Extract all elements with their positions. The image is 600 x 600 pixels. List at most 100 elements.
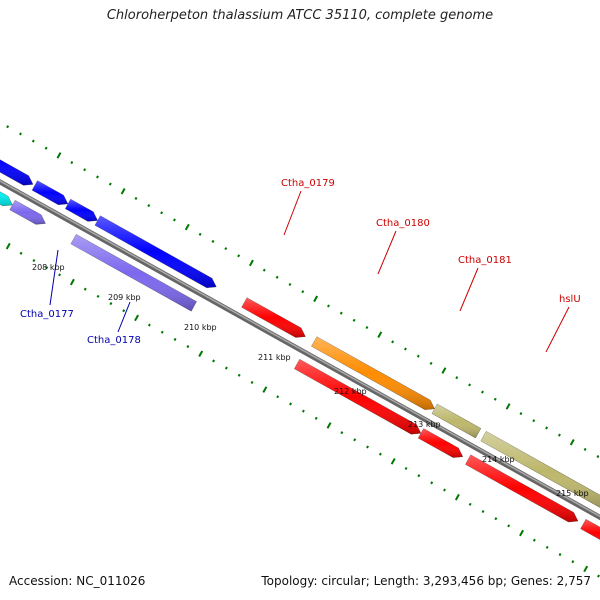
kbp-label: 210 kbp	[184, 323, 217, 332]
lower-tick	[519, 529, 524, 537]
upper-tick	[455, 376, 459, 380]
upper-tick	[237, 254, 241, 258]
lower-tick	[212, 359, 216, 363]
upper-tick	[160, 211, 164, 215]
upper-tick	[545, 426, 549, 430]
lower-tick	[198, 350, 204, 358]
upper-tick	[108, 182, 112, 186]
upper-tick	[313, 295, 319, 303]
upper-tick	[147, 204, 151, 208]
upper-tick	[31, 139, 35, 143]
upper-tick	[134, 196, 138, 200]
gene-label: Ctha_0179	[281, 178, 335, 189]
upper-tick	[326, 304, 330, 308]
lower-tick	[58, 273, 62, 277]
leader-line	[117, 301, 131, 333]
upper-tick	[6, 125, 10, 129]
upper-tick	[56, 152, 62, 159]
lower-tick	[314, 416, 318, 420]
upper-tick	[532, 419, 536, 423]
upper-tick	[403, 347, 407, 351]
lower-tick	[32, 258, 36, 263]
lower-tick	[340, 431, 344, 435]
upper-tick	[416, 354, 420, 358]
backbone-line	[0, 179, 600, 521]
upper-tick	[365, 325, 369, 330]
lower-tick	[45, 266, 49, 270]
kbp-label: 213 kbp	[408, 420, 441, 429]
lower-tick	[571, 560, 575, 564]
lower-tick	[301, 409, 305, 413]
kbp-label: 208 kbp	[32, 263, 65, 272]
lower-tick	[96, 294, 100, 298]
lower-tick	[353, 438, 357, 442]
upper-tick	[377, 331, 383, 338]
backbone-highlight	[0, 180, 600, 518]
gene-label: hslU	[559, 294, 581, 305]
lower-tick	[481, 509, 485, 514]
lower-tick	[5, 242, 11, 250]
lower-tick	[583, 565, 589, 573]
lower-tick	[19, 251, 23, 255]
lower-tick	[109, 302, 113, 306]
lower-tick	[507, 524, 511, 528]
lower-tick	[597, 574, 600, 578]
gene-label: Ctha_0177	[20, 309, 74, 320]
lower-tick	[468, 502, 472, 506]
lower-tick	[443, 488, 446, 492]
gene-label: Ctha_0181	[458, 255, 512, 266]
upper-tick	[96, 175, 99, 179]
lower-tick	[404, 466, 408, 471]
lower-tick	[454, 493, 460, 501]
gene-label: Ctha_0178	[87, 335, 141, 346]
upper-tick	[352, 318, 356, 322]
upper-tick	[480, 390, 484, 394]
leader-line	[459, 267, 479, 312]
lower-tick	[160, 330, 164, 334]
upper-tick	[184, 223, 190, 231]
lower-tick	[83, 287, 87, 291]
upper-tick	[339, 311, 343, 315]
tick-marks	[5, 125, 600, 578]
upper-tick	[557, 433, 561, 437]
upper-tick	[173, 218, 176, 222]
leader-line	[377, 230, 397, 275]
kbp-label: 209 kbp	[108, 293, 141, 302]
lower-tick	[366, 445, 369, 449]
upper-tick	[262, 268, 266, 272]
lower-tick	[122, 309, 126, 313]
upper-tick	[583, 447, 587, 451]
lower-tick	[532, 538, 536, 542]
lower-tick	[289, 402, 293, 406]
upper-tick	[505, 403, 511, 410]
accession-label: Accession: NC_011026	[9, 574, 146, 588]
upper-tick	[120, 187, 126, 195]
lower-tick	[250, 380, 254, 384]
lower-tick	[390, 458, 396, 465]
kbp-label: 211 kbp	[258, 353, 291, 362]
upper-tick	[441, 367, 447, 374]
lower-tick	[494, 517, 498, 521]
upper-tick	[519, 412, 523, 416]
upper-tick	[493, 397, 497, 401]
upper-tick	[275, 275, 279, 279]
upper-tick	[211, 239, 215, 243]
lower-tick	[326, 422, 332, 429]
map-title: Chloroherpeton thalassium ATCC 35110, co…	[106, 8, 494, 23]
upper-tick	[19, 132, 22, 136]
gene-label: Ctha_0180	[376, 218, 430, 229]
lower-tick	[237, 373, 241, 377]
lower-tick	[134, 314, 139, 322]
kbp-label: 212 kbp	[334, 387, 367, 396]
upper-tick	[569, 438, 575, 446]
kbp-label: 215 kbp	[556, 489, 589, 498]
gene-features	[0, 159, 600, 540]
upper-tick	[596, 455, 600, 459]
lower-tick	[430, 481, 434, 485]
lower-tick	[276, 395, 280, 399]
leader-line	[545, 306, 570, 353]
lower-tick	[69, 278, 75, 286]
upper-tick	[288, 282, 292, 287]
lower-tick	[558, 553, 562, 557]
